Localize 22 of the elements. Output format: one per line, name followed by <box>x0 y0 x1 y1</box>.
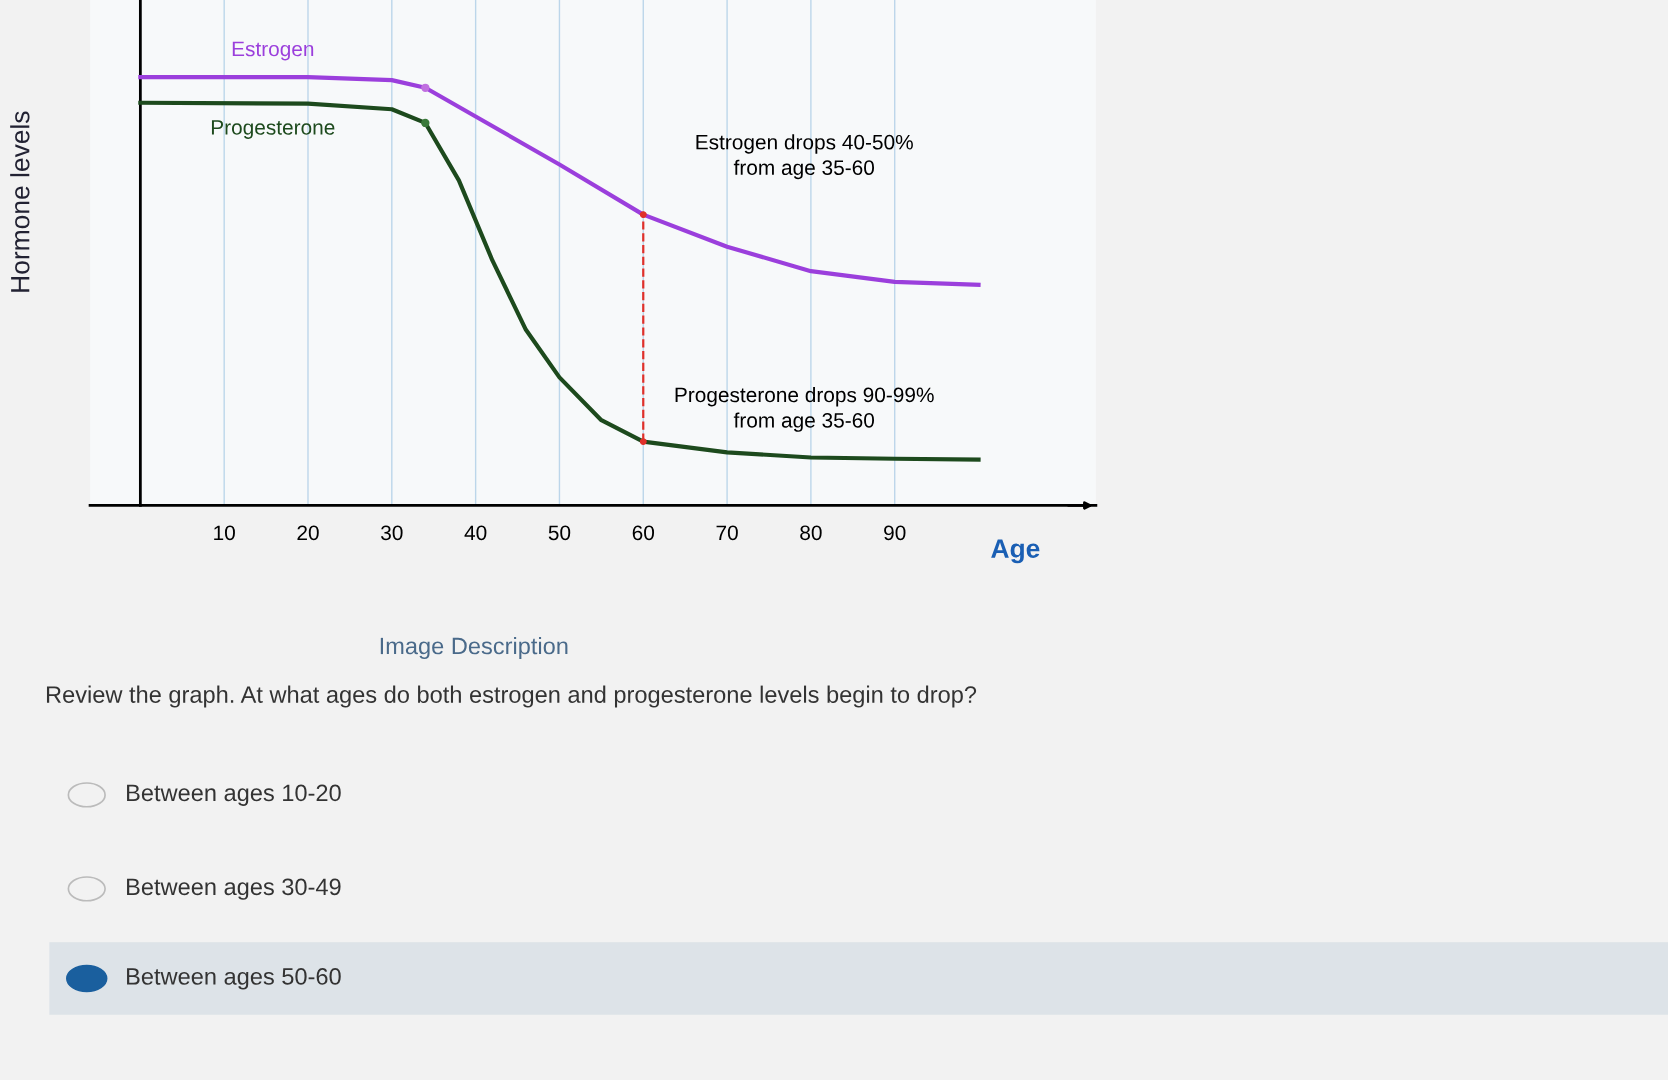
x-tick-label: 50 <box>548 525 571 541</box>
series-label: Estrogen <box>232 41 314 61</box>
x-tick-label: 20 <box>297 525 319 541</box>
text: Review the graph. At what ages do both estrogen and progesterone levels begin to drop? <box>46 685 977 708</box>
text: Between ages 50-60 <box>127 968 341 990</box>
point <box>639 211 647 219</box>
annotation: Estrogen drops 40-50% from age 35-60 <box>696 134 913 180</box>
x-tick-label: 70 <box>716 525 738 541</box>
x-tick-label: 60 <box>632 525 655 541</box>
x-tick-label: 90 <box>884 525 906 541</box>
x-axis-title: Age <box>991 539 1040 564</box>
x-tick-label: 10 <box>214 525 235 541</box>
x-tick-label: 80 <box>800 525 822 541</box>
x-tick-label: 30 <box>381 525 403 541</box>
y-axis-title: Hormone levels <box>10 111 30 292</box>
series-label: Progesterone <box>211 120 335 139</box>
text: Between ages 30-49 <box>127 878 341 900</box>
text: Between ages 10-20 <box>127 784 341 806</box>
annotation: Progesterone drops 90-99% from age 35-60 <box>675 386 934 432</box>
point <box>639 438 647 446</box>
text: Image Description <box>380 636 568 660</box>
x-tick-label: 40 <box>464 525 487 541</box>
